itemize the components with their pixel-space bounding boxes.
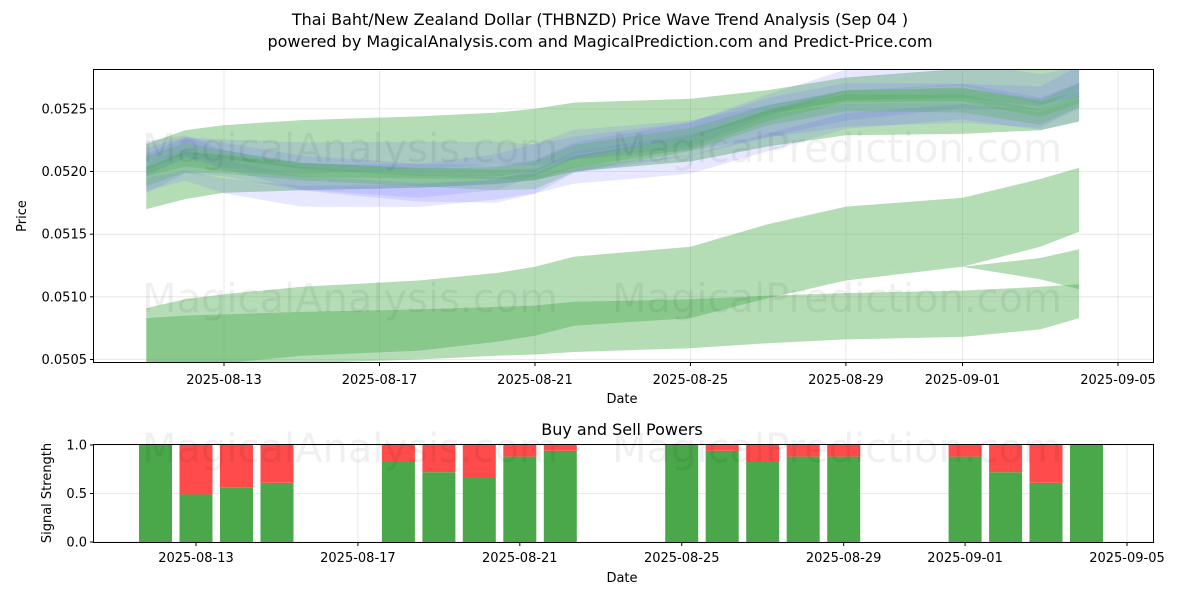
bs-x-tick-label: 2025-09-01 [927,551,1003,566]
price-x-tick-label: 2025-08-25 [653,373,729,388]
bs-y-tick-label: 0.5 [66,487,87,502]
price-wave-band [146,82,1080,179]
buy-power-bar [381,461,415,542]
price-chart-x-ticks: 2025-08-13 2025-08-17 2025-08-21 2025-08-25… [186,362,1156,388]
forecast-band [146,284,1080,362]
buy-power-bar [422,472,456,542]
sell-power-bar [260,445,294,483]
buy-power-bar [786,456,820,542]
bs-x-tick-label: 2025-08-25 [644,551,720,566]
bs-x-tick-label: 2025-08-21 [482,551,558,566]
buy-power-bar [543,450,577,542]
buy-sell-xlabel: Date [606,571,637,586]
sell-power-bar [503,445,537,457]
price-wave-band [146,94,1080,191]
sell-power-bar [179,445,213,495]
price-wave-band [146,70,1080,174]
buy-power-bar [503,456,537,542]
sell-power-bar [989,445,1023,473]
bs-x-tick-label: 2025-08-13 [158,551,234,566]
sell-power-bar [543,445,577,451]
price-chart-bands [146,70,1080,362]
buy-power-bar [989,472,1023,542]
buy-power-bar [220,487,253,542]
price-wave-band [146,92,1080,203]
buy-power-bar [705,450,739,542]
sell-power-bar [462,445,496,478]
buy-sell-chart: Buy and Sell Powers MagicalAnalysis.com … [40,420,1165,586]
forecast-band [146,249,1080,362]
buy-sell-bars [139,445,1103,542]
buy-sell-title: Buy and Sell Powers [541,420,703,439]
watermark-magicalanalysis-2: MagicalAnalysis.com [142,276,558,322]
watermark-bs-magicalanalysis: MagicalAnalysis.com [142,426,558,472]
sell-power-bar [948,445,982,457]
price-y-tick-label: 0.0525 [42,102,88,117]
sell-power-bar [1029,445,1063,483]
buy-power-bar [462,478,496,542]
figure-title-line2: powered by MagicalAnalysis.com and Magic… [267,32,932,51]
buy-power-bar [179,494,213,542]
watermark-bs-magicalprediction: MagicalPrediction.com [612,426,1062,472]
price-chart-waves [146,70,1080,207]
watermark-magicalanalysis: MagicalAnalysis.com [142,126,558,172]
buy-power-bar [746,461,780,542]
sell-power-bar [381,445,415,462]
sell-power-bar [746,445,780,462]
sell-power-bar [827,445,861,457]
price-wave-band [146,83,1080,177]
buy-power-bar [260,482,294,542]
price-x-tick-label: 2025-08-29 [808,373,884,388]
price-wave-band [146,70,1080,198]
buy-sell-ylabel: Signal Strength [40,443,55,543]
bs-y-tick-label: 0.0 [66,536,87,551]
price-y-tick-label: 0.0505 [42,353,88,368]
sell-power-bar [705,445,739,451]
buy-power-bar [139,445,172,542]
price-chart-grid [94,70,1153,362]
buy-sell-y-ticks: 0.0 0.5 1.0 [66,439,94,551]
figure-title-line1: Thai Baht/New Zealand Dollar (THBNZD) Pr… [291,10,908,29]
watermark-magicalprediction-2: MagicalPrediction.com [612,276,1062,322]
price-x-tick-label: 2025-09-01 [925,373,1001,388]
bs-x-tick-label: 2025-08-29 [806,551,882,566]
bs-y-tick-label: 1.0 [66,439,87,454]
price-x-tick-label: 2025-09-05 [1080,373,1156,388]
buy-sell-x-ticks: 2025-08-13 2025-08-17 2025-08-21 2025-08-25… [158,542,1165,566]
price-x-tick-label: 2025-08-17 [342,373,418,388]
buy-power-bar [1029,482,1063,542]
watermark-magicalprediction: MagicalPrediction.com [612,126,1062,172]
price-y-tick-label: 0.0510 [42,290,88,305]
sell-power-bar [422,445,456,473]
buy-power-bar [665,445,699,542]
forecast-band [146,167,1080,319]
price-x-tick-label: 2025-08-13 [186,373,262,388]
forecast-band [146,70,1080,210]
price-y-tick-label: 0.0515 [42,228,88,243]
price-chart-ylabel: Price [15,200,30,232]
price-y-tick-label: 0.0520 [42,165,88,180]
price-chart-xlabel: Date [606,392,637,407]
price-x-tick-label: 2025-08-21 [497,373,573,388]
buy-power-bar [948,456,982,542]
price-wave-band [146,98,1080,207]
buy-power-bar [827,456,861,542]
price-wave-chart: MagicalAnalysis.com MagicalPrediction.co… [15,69,1156,407]
price-wave-band [146,87,1080,180]
buy-power-bar [1070,445,1103,542]
sell-power-bar [220,445,253,488]
sell-power-bar [786,445,820,457]
bs-x-tick-label: 2025-08-17 [320,551,396,566]
bs-x-tick-label: 2025-09-05 [1089,551,1165,566]
price-chart-frame [93,69,1154,363]
price-chart-y-ticks: 0.0505 0.0510 0.0515 0.0520 0.0525 [42,102,94,368]
